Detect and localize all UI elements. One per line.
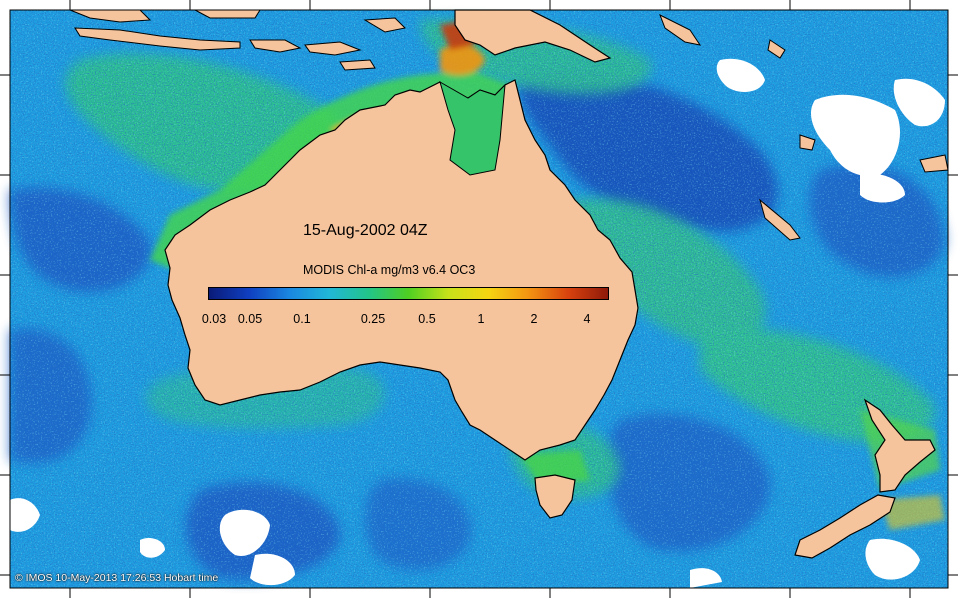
colorbar-tick-label: 0.1 (293, 312, 311, 326)
tasmania-landmass (534, 474, 576, 519)
new-guinea-landmass (454, 9, 612, 63)
colorbar-tick-label: 0.25 (360, 312, 386, 326)
new-zealand-north-island (863, 398, 936, 493)
new-zealand-south-island (794, 494, 896, 559)
footer-credit: © IMOS 10-May-2013 17:26:53 Hobart time (15, 572, 219, 584)
map-title: 15-Aug-2002 04Z (303, 222, 428, 239)
colorbar-tick-label: 0.5 (418, 312, 436, 326)
colorbar-tick-label: 0.03 (201, 312, 227, 326)
colorbar-tick-label: 0.05 (237, 312, 263, 326)
colorbar-tick-label: 1 (477, 312, 485, 326)
gulf-of-carpentaria (439, 80, 506, 176)
colorbar (208, 287, 609, 300)
indonesia-islands (69, 9, 407, 71)
pacific-islands (659, 13, 949, 241)
legend-title: MODIS Chl-a mg/m3 v6.4 OC3 (303, 263, 476, 277)
map-frame (9, 9, 949, 589)
colorbar-tick-label: 4 (583, 312, 591, 326)
cloud-cover (10, 58, 945, 588)
colorbar-tick-label: 2 (530, 312, 538, 326)
